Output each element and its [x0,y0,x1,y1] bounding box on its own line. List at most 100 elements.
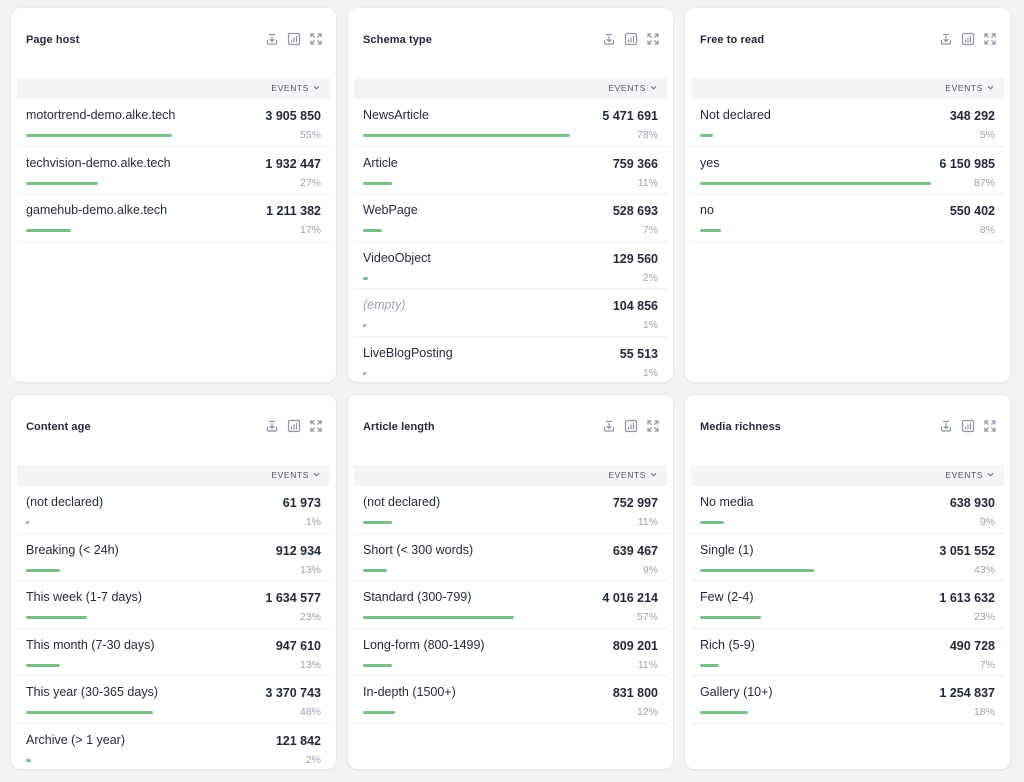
table-row[interactable]: (not declared) 752 997 11% [354,486,667,534]
row-label: Not declared [700,108,771,122]
row-percentage: 7% [642,224,658,236]
row-percentage: 7% [979,658,995,671]
table-row[interactable]: Not declared 348 292 5% [691,99,1004,147]
chart-icon[interactable] [623,418,639,434]
table-row[interactable]: Breaking (< 24h) 912 934 13% [17,534,330,581]
row-value: 6 150 985 [939,156,995,171]
events-sort-button[interactable]: EVENTS [271,470,320,480]
row-value: 3 905 850 [265,109,321,123]
row-percentage: 23% [973,611,995,623]
events-sort-button[interactable]: EVENTS [945,83,994,93]
row-label: techvision-demo.alke.tech [26,155,171,170]
table-row[interactable]: Rich (5-9) 490 728 7% [691,629,1004,676]
expand-icon[interactable] [308,31,324,47]
panel-content-age: Content age EVENTS (not declared) 61 973 1% B… [11,395,336,769]
table-row[interactable]: This week (1-7 days) 1 634 577 23% [17,581,330,629]
row-label: no [700,203,714,217]
table-row[interactable]: NewsArticle 5 471 691 78% [354,99,667,147]
expand-icon[interactable] [982,418,998,434]
table-row[interactable]: Article 759 366 11% [354,147,667,194]
row-label: Rich (5-9) [700,637,755,652]
row-value: 3 370 743 [265,686,321,700]
row-percentage: 9% [642,563,658,576]
download-icon[interactable] [601,418,617,434]
panel-rows: (not declared) 61 973 1% Breaking (< 24h) 91… [17,486,330,769]
table-row[interactable]: (empty) 104 856 1% [354,289,667,337]
table-row[interactable]: motortrend-demo.alke.tech 3 905 850 55% [17,99,330,147]
table-row[interactable]: No media 638 930 9% [691,486,1004,534]
chart-icon[interactable] [960,31,976,47]
events-column-label: EVENTS [608,83,646,93]
table-row[interactable]: This year (30-365 days) 3 370 743 48% [17,676,330,724]
expand-icon[interactable] [645,31,661,47]
column-header: EVENTS [17,465,330,486]
table-row[interactable]: WebPage 528 693 7% [354,194,667,242]
expand-icon[interactable] [308,418,324,434]
row-label: No media [700,495,754,509]
chart-icon[interactable] [960,418,976,434]
row-percentage: 57% [636,611,658,623]
row-share-bar [363,371,366,375]
table-row[interactable]: Gallery (10+) 1 254 837 18% [691,676,1004,724]
table-row[interactable]: no 550 402 8% [691,194,1004,242]
row-share-bar [363,616,514,619]
table-row[interactable]: techvision-demo.alke.tech 1 932 447 27% [17,147,330,194]
table-row[interactable]: gamehub-demo.alke.tech 1 211 382 17% [17,194,330,242]
table-row[interactable]: Long-form (800-1499) 809 201 11% [354,629,667,676]
row-percentage: 11% [637,658,658,671]
events-sort-button[interactable]: EVENTS [608,83,657,93]
row-share-bar [26,711,153,714]
download-icon[interactable] [601,31,617,47]
table-row[interactable]: Archive (> 1 year) 121 842 2% [17,724,330,770]
chevron-down-icon [313,470,320,480]
row-percentage: 1% [642,366,658,379]
table-row[interactable]: LiveBlogPosting 55 513 1% [354,337,667,383]
panel-article-length: Article length EVENTS (not declared) 752 99… [348,395,673,769]
row-value: 831 800 [612,686,658,700]
row-value: 490 728 [949,638,995,653]
panel-rows: (not declared) 752 997 11% Short (< 300 wor… [354,486,667,724]
chart-icon[interactable] [286,31,302,47]
row-value: 55 513 [619,346,658,361]
table-row[interactable]: Single (1) 3 051 552 43% [691,534,1004,581]
row-label: yes [700,155,720,170]
expand-icon[interactable] [645,418,661,434]
row-label: (not declared) [26,495,104,509]
table-row[interactable]: This month (7-30 days) 947 610 13% [17,629,330,676]
table-row[interactable]: (not declared) 61 973 1% [17,486,330,534]
events-sort-button[interactable]: EVENTS [608,470,657,480]
table-row[interactable]: yes 6 150 985 87% [691,147,1004,194]
events-sort-button[interactable]: EVENTS [271,83,320,93]
download-icon[interactable] [938,31,954,47]
row-label: This month (7-30 days) [26,637,155,652]
row-label: Short (< 300 words) [363,542,474,557]
download-icon[interactable] [938,418,954,434]
events-sort-button[interactable]: EVENTS [945,470,994,480]
table-row[interactable]: VideoObject 129 560 2% [354,242,667,289]
panel-media-richness: Media richness EVENTS No media 638 930 9% Sin… [685,395,1010,769]
panel-rows: NewsArticle 5 471 691 78% Article 759 366 11%… [354,99,667,382]
row-percentage: 12% [636,706,658,718]
row-value: 61 973 [282,496,321,510]
panel-header: Media richness [685,395,1010,459]
row-value: 121 842 [275,733,321,748]
row-value: 1 634 577 [265,591,321,605]
table-row[interactable]: In-depth (1500+) 831 800 12% [354,676,667,724]
row-label: Gallery (10+) [700,685,773,699]
table-row[interactable]: Standard (300-799) 4 016 214 57% [354,581,667,629]
download-icon[interactable] [264,31,280,47]
row-share-bar [26,616,87,619]
panel-toolbar [938,418,998,434]
expand-icon[interactable] [982,31,998,47]
chart-icon[interactable] [286,418,302,434]
row-value: 639 467 [612,543,658,558]
table-row[interactable]: Few (2-4) 1 613 632 23% [691,581,1004,629]
row-percentage: 8% [979,224,995,236]
chart-icon[interactable] [623,31,639,47]
table-row[interactable]: Short (< 300 words) 639 467 9% [354,534,667,581]
row-percentage: 55% [299,129,321,141]
chevron-down-icon [313,83,320,93]
chevron-down-icon [650,83,657,93]
download-icon[interactable] [264,418,280,434]
row-label: gamehub-demo.alke.tech [26,203,168,217]
